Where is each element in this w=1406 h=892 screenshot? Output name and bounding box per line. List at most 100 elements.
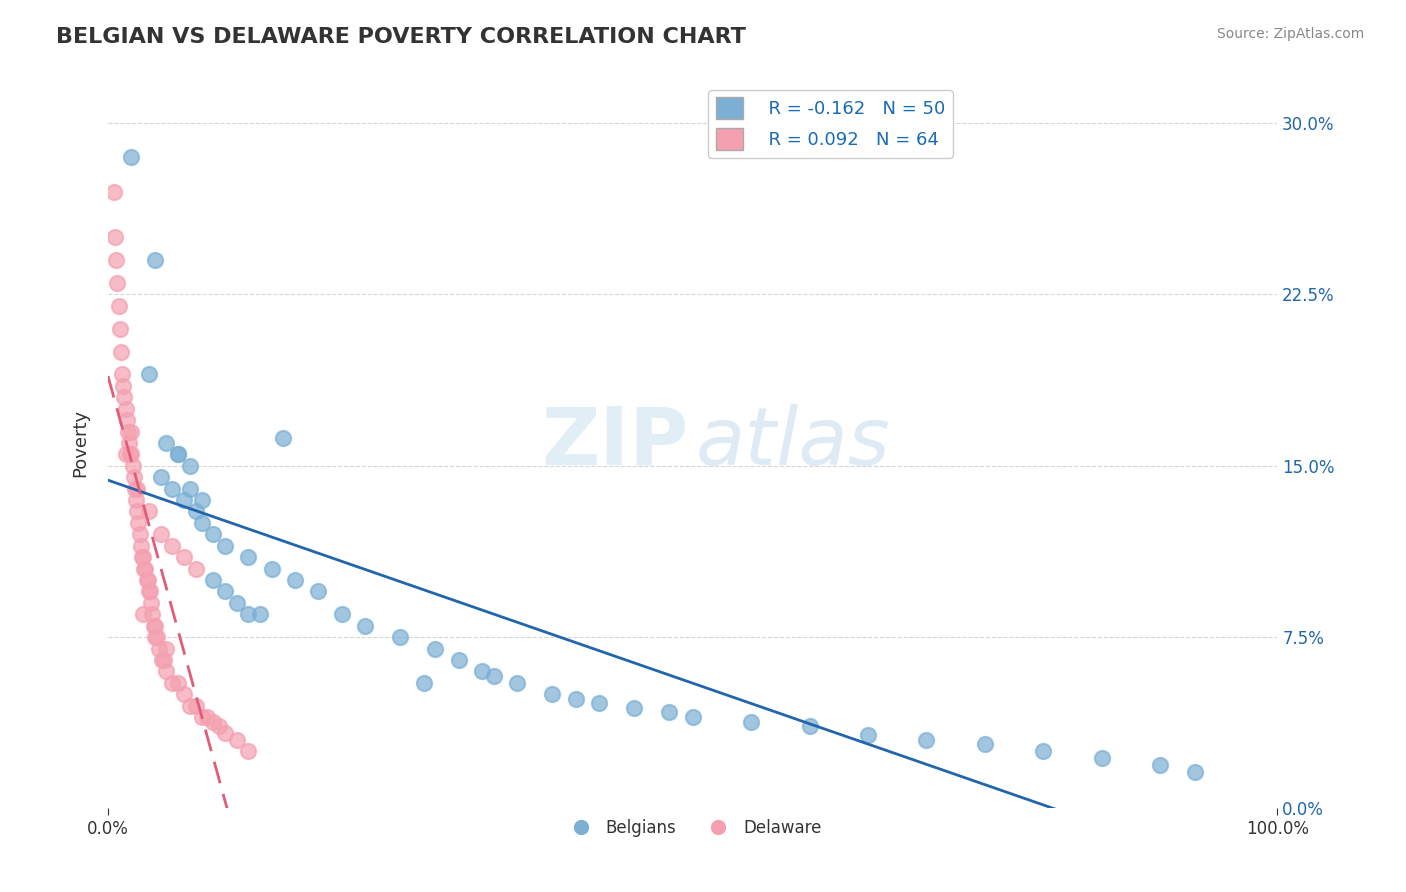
Point bbox=[412, 675, 434, 690]
Point bbox=[238, 607, 260, 622]
Point bbox=[149, 470, 172, 484]
Point bbox=[284, 573, 307, 587]
Point bbox=[143, 618, 166, 632]
Point bbox=[155, 665, 177, 679]
Point bbox=[111, 368, 134, 382]
Point bbox=[129, 539, 152, 553]
Point bbox=[225, 596, 247, 610]
Y-axis label: Poverty: Poverty bbox=[72, 409, 89, 477]
Point bbox=[167, 675, 190, 690]
Point bbox=[110, 344, 132, 359]
Point bbox=[142, 618, 165, 632]
Point bbox=[141, 607, 163, 622]
Point bbox=[225, 732, 247, 747]
Point bbox=[308, 584, 330, 599]
Point bbox=[238, 550, 260, 565]
Point bbox=[330, 607, 353, 622]
Point bbox=[389, 630, 412, 644]
Point bbox=[134, 561, 156, 575]
Point bbox=[447, 653, 470, 667]
Point bbox=[120, 447, 142, 461]
Point bbox=[120, 425, 142, 439]
Point bbox=[132, 550, 155, 565]
Point bbox=[208, 719, 231, 733]
Point bbox=[107, 299, 129, 313]
Point bbox=[1184, 764, 1206, 779]
Point bbox=[974, 738, 997, 752]
Point bbox=[173, 687, 195, 701]
Point bbox=[134, 561, 156, 575]
Point bbox=[354, 618, 377, 632]
Point bbox=[184, 504, 207, 518]
Point bbox=[153, 653, 176, 667]
Point bbox=[202, 714, 225, 729]
Point bbox=[179, 698, 201, 713]
Text: atlas: atlas bbox=[696, 404, 891, 482]
Point bbox=[173, 550, 195, 565]
Text: BELGIAN VS DELAWARE POVERTY CORRELATION CHART: BELGIAN VS DELAWARE POVERTY CORRELATION … bbox=[56, 27, 747, 46]
Text: Source: ZipAtlas.com: Source: ZipAtlas.com bbox=[1216, 27, 1364, 41]
Point bbox=[127, 482, 149, 496]
Point bbox=[541, 687, 564, 701]
Point bbox=[190, 493, 212, 508]
Point bbox=[1149, 758, 1171, 772]
Legend: Belgians, Delaware: Belgians, Delaware bbox=[557, 813, 828, 844]
Point bbox=[148, 641, 170, 656]
Point bbox=[195, 710, 218, 724]
Point bbox=[132, 607, 155, 622]
Point bbox=[740, 714, 762, 729]
Point bbox=[155, 436, 177, 450]
Point bbox=[167, 447, 190, 461]
Point bbox=[108, 322, 131, 336]
Point bbox=[190, 710, 212, 724]
Point bbox=[112, 390, 135, 404]
Point bbox=[149, 527, 172, 541]
Point bbox=[143, 253, 166, 268]
Point bbox=[425, 641, 447, 656]
Point bbox=[128, 527, 150, 541]
Point bbox=[214, 584, 236, 599]
Point bbox=[155, 641, 177, 656]
Point bbox=[105, 276, 128, 290]
Point bbox=[138, 584, 160, 599]
Point bbox=[114, 447, 136, 461]
Point bbox=[471, 665, 494, 679]
Point bbox=[623, 701, 645, 715]
Point bbox=[120, 150, 142, 164]
Point bbox=[139, 584, 162, 599]
Point bbox=[141, 596, 163, 610]
Point bbox=[135, 573, 157, 587]
Point bbox=[202, 527, 225, 541]
Point bbox=[1091, 751, 1114, 765]
Point bbox=[167, 447, 190, 461]
Point bbox=[162, 675, 184, 690]
Point bbox=[125, 493, 148, 508]
Point bbox=[136, 573, 159, 587]
Point bbox=[105, 253, 128, 268]
Point bbox=[238, 744, 260, 758]
Point bbox=[162, 482, 184, 496]
Point bbox=[179, 482, 201, 496]
Point bbox=[173, 493, 195, 508]
Point bbox=[117, 425, 139, 439]
Point bbox=[138, 504, 160, 518]
Point bbox=[104, 230, 127, 244]
Point bbox=[482, 669, 505, 683]
Point bbox=[588, 697, 610, 711]
Point bbox=[915, 732, 938, 747]
Point bbox=[120, 447, 142, 461]
Point bbox=[103, 185, 125, 199]
Point bbox=[143, 630, 166, 644]
Point bbox=[184, 561, 207, 575]
Point bbox=[214, 726, 236, 740]
Text: ZIP: ZIP bbox=[541, 404, 689, 482]
Point bbox=[124, 482, 146, 496]
Point bbox=[190, 516, 212, 530]
Point bbox=[127, 516, 149, 530]
Point bbox=[150, 653, 173, 667]
Point bbox=[682, 710, 704, 724]
Point bbox=[856, 728, 879, 742]
Point bbox=[506, 675, 529, 690]
Point bbox=[249, 607, 271, 622]
Point bbox=[658, 706, 681, 720]
